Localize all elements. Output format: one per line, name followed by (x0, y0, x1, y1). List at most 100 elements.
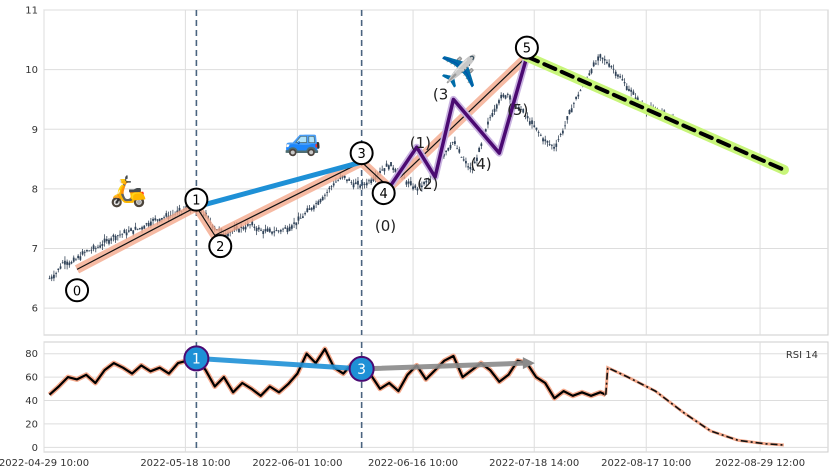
candle-body (121, 233, 124, 235)
candle-body (61, 262, 64, 264)
candle-body (92, 245, 95, 250)
candle-body (359, 185, 362, 188)
rsi-y-tick-label: 60 (25, 373, 38, 384)
candle-body (522, 109, 525, 113)
candle-body (595, 63, 597, 65)
candle-body (332, 183, 335, 186)
elliott-main-line (76, 56, 528, 270)
price-y-tick-label: 9 (32, 125, 38, 136)
candle-body (491, 113, 494, 117)
candle-body (324, 194, 326, 196)
candle-body (537, 131, 540, 133)
candle-body (357, 180, 359, 185)
candle-body (489, 117, 492, 119)
candle-body (163, 217, 165, 219)
wave-label: 1 (192, 194, 200, 209)
candle-body (288, 226, 291, 231)
candle-body (297, 216, 300, 221)
candle-body (255, 228, 258, 232)
candle-body (517, 106, 520, 111)
rsi-marker-circle (348, 355, 375, 382)
wave-label: 4 (380, 187, 388, 202)
candle-body (160, 218, 163, 220)
candle-body (555, 143, 558, 147)
candle-body (473, 161, 476, 164)
candle-body (539, 134, 542, 136)
candle-body (392, 167, 395, 170)
wave-label: 0 (73, 284, 81, 299)
candle-body (390, 162, 392, 167)
candle-body (238, 228, 240, 233)
candle-body (480, 143, 483, 146)
wave-label-circle (349, 141, 374, 166)
candle-body (165, 213, 168, 217)
candle-body (414, 185, 417, 188)
candle-body (66, 261, 69, 265)
candle-body (242, 227, 245, 230)
candle-body (579, 90, 582, 92)
candle-body (601, 57, 604, 60)
candle-body (149, 221, 152, 226)
candle-body (458, 149, 461, 153)
candle-body (564, 125, 566, 127)
price-y-tick-label: 10 (25, 65, 38, 76)
candle-body (141, 227, 143, 230)
candle-body (268, 228, 271, 232)
price-y-tick-label: 11 (25, 6, 38, 17)
rsi-y-tick-label: 0 (32, 443, 38, 454)
candle-body (227, 232, 229, 237)
candle-body (330, 186, 333, 188)
candle-body (610, 66, 613, 68)
wave-label: 5 (523, 42, 531, 57)
candle-body (546, 141, 549, 143)
rsi-marker-circle (183, 345, 210, 372)
candle-body (379, 171, 381, 174)
wave-label-circle (65, 278, 90, 303)
candle-body (158, 218, 161, 223)
candle-body (502, 94, 505, 97)
candle-body (271, 231, 273, 234)
sub-wave-label: (2) (417, 175, 438, 193)
price-trend-line (193, 159, 365, 210)
candle-body (260, 229, 262, 231)
wave-label-circle (514, 35, 539, 60)
candle-body (134, 226, 137, 230)
rsi-panel: 0 20 40 60 80 1 3 RSI 14 (25, 341, 829, 454)
candle-body (621, 79, 624, 81)
candle-body (599, 54, 602, 58)
candle-body (383, 168, 386, 172)
candle-body (343, 175, 346, 178)
candle-body (412, 186, 414, 190)
candle-body (630, 89, 633, 92)
candle-body (86, 249, 88, 252)
scooter-icon: 🛵 (110, 174, 147, 209)
rsi-legend: RSI 14 (786, 350, 818, 361)
candle-body (614, 71, 617, 76)
candle-body (326, 192, 329, 193)
candle-body (273, 231, 276, 233)
candle-body (48, 278, 51, 280)
candle-body (520, 109, 522, 110)
candle-body (575, 96, 577, 99)
candle-body (350, 182, 353, 184)
candle-body (70, 262, 73, 264)
candle-body (425, 180, 428, 183)
candle-body (533, 125, 536, 127)
candle-body (447, 147, 450, 151)
candle-body (152, 218, 154, 221)
candle-body (317, 201, 320, 205)
candle-body (550, 144, 553, 146)
candle-body (64, 260, 66, 265)
candle-body (127, 230, 130, 232)
candle-body (524, 115, 527, 117)
candle-body (310, 207, 313, 210)
candle-body (504, 95, 507, 99)
candle-body (304, 213, 306, 215)
candle-body (368, 180, 370, 182)
price-panel: 6 7 8 9 10 11 🛵 🚙 ✈️ 0 1 2 3 4 5 (0) (1) (2) (3 (4) (5) (25, 6, 829, 336)
wave-label: 3 (357, 147, 365, 162)
candle-body (561, 130, 564, 134)
candle-body (55, 272, 58, 274)
candle-body (286, 227, 289, 233)
